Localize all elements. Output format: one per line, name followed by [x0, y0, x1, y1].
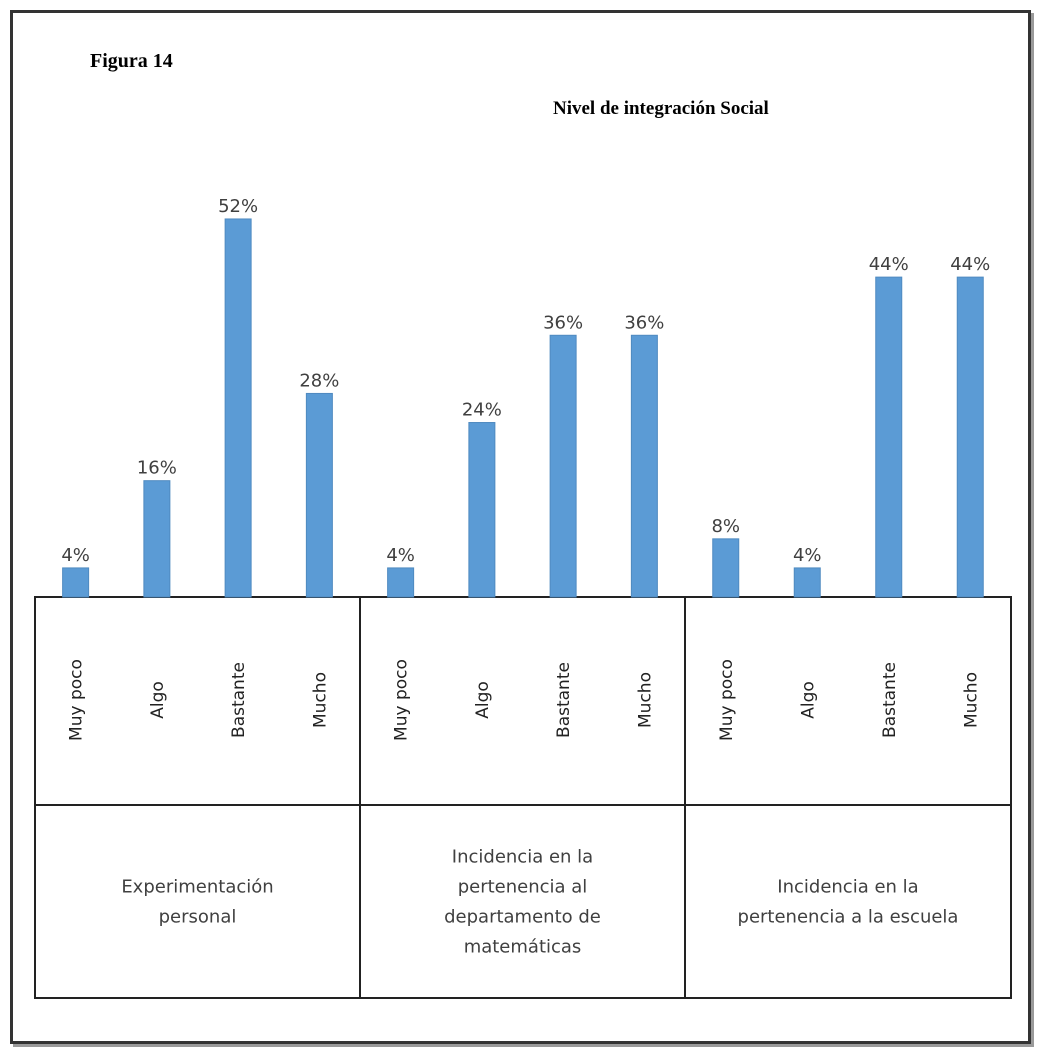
figure-frame: [10, 10, 1031, 1044]
category-label: Algo: [798, 681, 818, 719]
figure-label: Figura 14: [90, 50, 173, 72]
data-label: 4%: [793, 545, 822, 566]
category-label: Bastante: [229, 662, 249, 738]
category-table: [34, 596, 1012, 999]
category-label: Muy poco: [717, 659, 737, 741]
bar: [712, 538, 740, 598]
category-label: Algo: [473, 681, 493, 719]
data-label: 16%: [137, 458, 177, 479]
data-label: 36%: [624, 312, 664, 333]
bar: [143, 480, 171, 598]
category-label: Muy poco: [67, 659, 87, 741]
group-label: Incidencia en la pertenencia al departamen…: [444, 847, 601, 958]
group-label: Incidencia en la pertenencia a la escuela: [738, 877, 959, 928]
category-label: Mucho: [310, 672, 330, 728]
category-label: Algo: [148, 681, 168, 719]
category-label: Muy poco: [392, 659, 412, 741]
bar: [468, 422, 496, 598]
data-label: 36%: [543, 312, 583, 333]
data-label: 24%: [462, 400, 502, 421]
bar: [630, 334, 658, 598]
category-label: Bastante: [880, 662, 900, 738]
data-label: 28%: [299, 370, 339, 391]
data-label: 52%: [218, 196, 258, 217]
bar: [875, 276, 903, 598]
data-label: 44%: [950, 254, 990, 275]
data-label: 4%: [386, 545, 415, 566]
bar: [793, 567, 821, 598]
bar: [549, 334, 577, 598]
bar: [224, 218, 252, 598]
bar: [305, 392, 333, 598]
group-label: Experimentación personal: [121, 877, 273, 928]
category-label: Bastante: [554, 662, 574, 738]
data-label: 44%: [869, 254, 909, 275]
bar: [62, 567, 90, 598]
data-label: 4%: [61, 545, 90, 566]
data-label: 8%: [711, 516, 740, 537]
category-label: Mucho: [635, 672, 655, 728]
bar: [956, 276, 984, 598]
bar: [387, 567, 415, 598]
category-label: Mucho: [961, 672, 981, 728]
chart-title: Nivel de integración Social: [553, 98, 769, 119]
